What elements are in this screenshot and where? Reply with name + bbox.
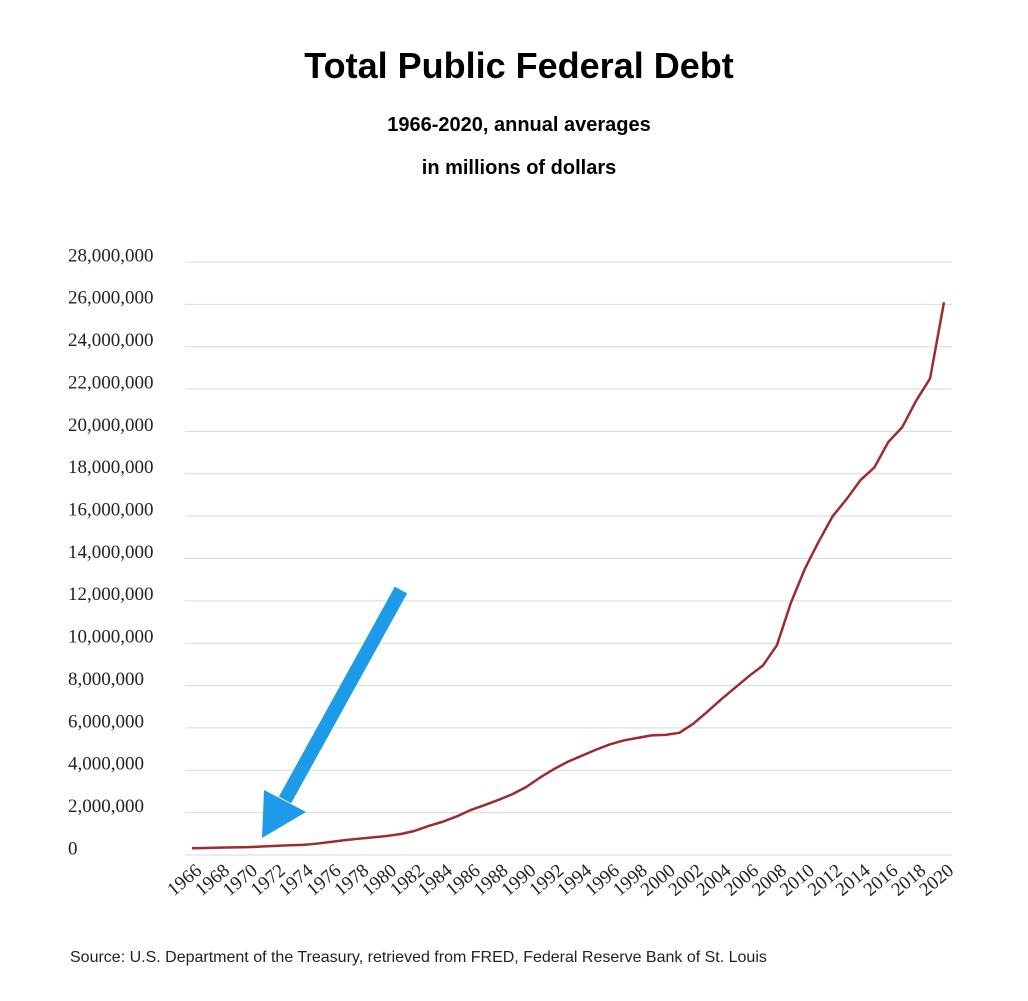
plot-area: 0 2,000,000 4,000,000 6,000,000 8,000,000 10,… <box>68 245 958 900</box>
y-tick-label: 26,000,000 <box>68 288 154 309</box>
source-note: Source: U.S. Department of the Treasury,… <box>70 949 767 966</box>
chart-title: Total Public Federal Debt <box>304 45 733 86</box>
y-tick-label: 14,000,000 <box>68 542 154 563</box>
y-tick-label: 10,000,000 <box>68 627 154 648</box>
y-tick-label: 22,000,000 <box>68 372 154 393</box>
chart-subtitle: 1966-2020, annual averages <box>387 114 651 136</box>
units-note: in millions of dollars <box>422 157 616 179</box>
y-tick-label: 8,000,000 <box>68 669 144 690</box>
y-tick-label: 24,000,000 <box>68 330 154 351</box>
y-tick-label: 6,000,000 <box>68 711 144 732</box>
y-tick-label: 4,000,000 <box>68 754 144 775</box>
y-tick-label: 12,000,000 <box>68 584 154 605</box>
arrow-head <box>262 790 306 838</box>
y-tick-label: 2,000,000 <box>68 796 144 817</box>
y-tick-label: 16,000,000 <box>68 500 154 521</box>
y-tick-label: 0 <box>68 838 78 859</box>
y-tick-label: 18,000,000 <box>68 457 154 478</box>
data-line <box>191 302 946 850</box>
y-tick-label: 20,000,000 <box>68 415 154 436</box>
arrow-shaft <box>278 586 408 804</box>
y-tick-label: 28,000,000 <box>68 245 154 266</box>
annotation-arrow <box>262 586 408 838</box>
